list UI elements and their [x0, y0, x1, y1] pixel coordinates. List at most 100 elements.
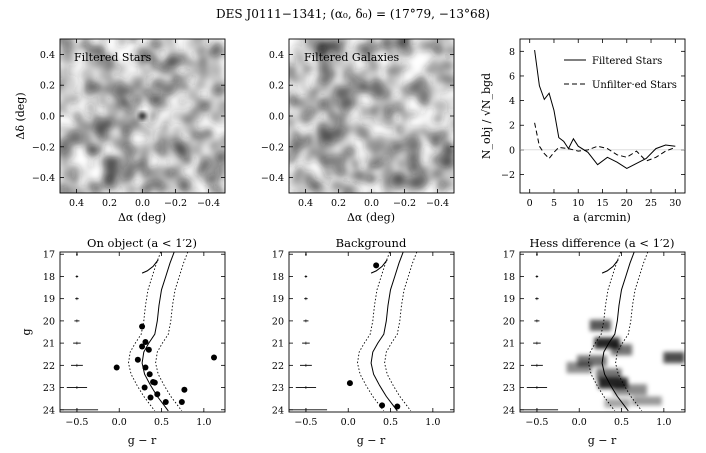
density-blob	[110, 156, 120, 166]
profile-xlabel: a (arcmin)	[573, 211, 631, 224]
density-blob	[321, 75, 332, 86]
star-point	[147, 394, 154, 401]
density-blob	[128, 123, 139, 134]
density-blob	[419, 109, 427, 116]
x-tick-label: −0.2	[393, 198, 416, 209]
density-blob	[204, 141, 216, 152]
density-blob	[319, 133, 335, 150]
density-blob	[417, 96, 427, 106]
density-blob	[206, 98, 213, 105]
density-blob	[429, 158, 438, 167]
density-blob	[85, 145, 97, 157]
cmd-hess-title: Hess difference (a < 1′2)	[530, 236, 675, 250]
density-blob	[373, 116, 384, 127]
x-tick-label: −0.4	[426, 198, 449, 209]
density-blob	[99, 39, 108, 42]
density-blob	[80, 168, 91, 179]
density-blob	[126, 111, 141, 126]
density-blob	[411, 83, 419, 90]
x-tick-label: 20	[621, 198, 633, 209]
hess-cell	[663, 352, 685, 364]
figure-title: DES J0111−1341; (α₀, δ₀) = (17°79, −13°6…	[216, 7, 490, 21]
density-blob	[63, 176, 78, 191]
x-tick-label: 0.5	[383, 417, 398, 428]
density-blob	[188, 107, 203, 122]
y-tick-label: 19	[503, 294, 515, 305]
density-blob	[99, 157, 110, 168]
isochrone	[601, 252, 635, 412]
panel-cmd-background: −0.5 0.0 0.5 1.0 17 18 19 20 21 22 23 24	[272, 250, 455, 428]
density-blob	[94, 143, 106, 155]
density-blob	[353, 86, 364, 97]
density-blob	[436, 151, 452, 167]
density-blob	[326, 108, 334, 116]
density-blob	[155, 182, 169, 193]
density-blob	[437, 112, 445, 120]
density-blob	[447, 41, 454, 48]
density-blob	[425, 62, 438, 75]
density-blob	[303, 154, 314, 164]
density-blob	[336, 47, 344, 55]
hess-cell	[596, 368, 622, 380]
density-blob	[206, 46, 222, 63]
stars-map-inset-label: Filtered Stars	[74, 51, 152, 64]
density-blob	[328, 52, 345, 68]
density-blob	[72, 43, 79, 50]
hess-cell	[598, 377, 628, 389]
isochrone-envelope-blue	[588, 252, 622, 412]
x-tick-label: 30	[669, 198, 681, 209]
star-point	[394, 403, 401, 410]
density-blob	[89, 71, 101, 83]
density-blob	[108, 171, 124, 187]
density-blob	[128, 50, 144, 67]
density-blob	[350, 76, 358, 85]
density-blob	[317, 120, 329, 132]
density-blob	[206, 128, 215, 137]
density-blob	[207, 86, 223, 102]
axes-frame	[288, 251, 455, 413]
density-blob	[60, 82, 65, 92]
star-point	[379, 402, 386, 409]
density-blob	[361, 154, 370, 163]
density-blob	[60, 149, 66, 159]
x-tick-label: 1.0	[425, 417, 440, 428]
density-blob	[216, 157, 223, 164]
density-blob	[119, 153, 127, 162]
density-blob	[295, 171, 311, 187]
star-point	[134, 356, 141, 363]
density-blob	[168, 135, 183, 150]
density-blob	[68, 56, 78, 67]
density-blob	[378, 140, 391, 154]
star-point	[162, 399, 169, 405]
density-blob	[60, 68, 69, 82]
density-blob	[175, 126, 186, 137]
density-blob	[439, 168, 452, 181]
density-blob	[73, 112, 82, 121]
y-tick-label: 17	[43, 250, 55, 261]
density-blob	[60, 39, 66, 44]
x-tick-label: −0.2	[164, 198, 187, 209]
star-point	[141, 384, 148, 391]
density-blob	[388, 51, 402, 64]
density-blob	[67, 164, 82, 179]
density-blob	[429, 54, 438, 62]
density-blob	[127, 72, 143, 87]
density-blob	[143, 68, 151, 77]
density-blob	[141, 168, 157, 184]
y-tick-label: 20	[43, 316, 55, 327]
density-peak-group	[138, 112, 147, 120]
x-tick-label: 0.2	[102, 198, 117, 209]
y-tick-label: 0.2	[40, 81, 55, 92]
series-line-unfiltered-stars	[534, 122, 676, 162]
density-blob	[136, 123, 148, 136]
isochrone-envelope-red	[384, 252, 418, 412]
star-point	[154, 391, 161, 398]
density-blob	[187, 125, 198, 136]
density-blob	[305, 130, 315, 140]
density-blob	[421, 118, 430, 127]
density-blob	[348, 117, 363, 132]
y-tick-label: 2	[509, 121, 515, 132]
isochrone-envelope-blue	[357, 252, 391, 412]
density-blob	[94, 116, 110, 132]
density-blob	[98, 96, 108, 107]
